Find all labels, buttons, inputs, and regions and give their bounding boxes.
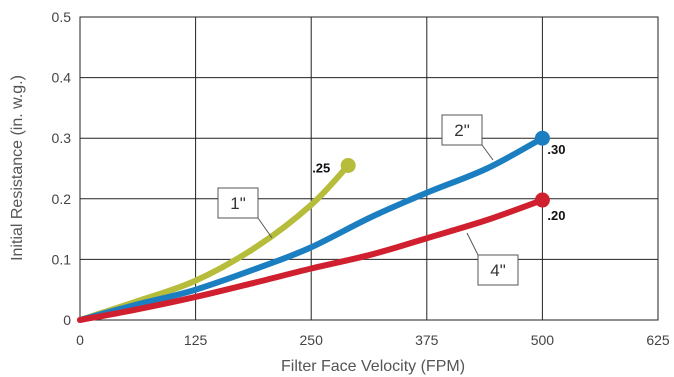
y-tick-label: 0.4 [52, 70, 72, 86]
y-tick-label: 0.1 [52, 251, 72, 267]
y-axis-title: Initial Resistance (in. w.g.) [9, 75, 26, 261]
series-legend-label-0: 1" [230, 194, 246, 213]
y-tick-label: 0.2 [52, 191, 72, 207]
series-end-label-1: .30 [547, 142, 565, 157]
series-end-label-2: .20 [547, 208, 565, 223]
x-tick-label: 375 [415, 332, 439, 348]
x-tick-label: 125 [184, 332, 208, 348]
series-line-1 [77, 135, 546, 323]
x-tick-label: 0 [76, 332, 84, 348]
callout-leader-1 [481, 144, 494, 161]
series-end-point-1 [534, 130, 550, 146]
series-line-0 [77, 162, 352, 323]
series-lines: .25 .30 .20 [77, 130, 565, 323]
x-tick-label: 625 [646, 332, 670, 348]
tick-labels: 0 125 250 375 500 625 0 0.1 0.2 0.3 0.4 0.5 [52, 9, 670, 348]
plot-frame [79, 16, 659, 321]
series-line-2 [77, 197, 546, 323]
callout-leader-0 [257, 217, 273, 239]
callout-box-0 [217, 187, 259, 219]
grid [79, 16, 659, 321]
callout-box-2 [477, 254, 519, 286]
callout-box-1 [441, 114, 483, 146]
x-axis-title: Filter Face Velocity (FPM) [281, 358, 465, 375]
series-legend-label-2: 4" [490, 261, 506, 280]
x-tick-label: 250 [300, 332, 324, 348]
series-legend-label-1: 2" [454, 121, 470, 140]
x-tick-label: 500 [531, 332, 555, 348]
y-tick-label: 0.3 [52, 130, 72, 146]
series-end-point-0 [340, 157, 356, 173]
series-callouts: 1" 2" 4" [217, 114, 519, 286]
callout-leader-2 [466, 232, 479, 256]
y-tick-label: 0 [63, 312, 71, 328]
series-end-label-0: .25 [312, 160, 330, 175]
series-end-point-2 [534, 192, 550, 208]
y-tick-label: 0.5 [52, 9, 72, 25]
